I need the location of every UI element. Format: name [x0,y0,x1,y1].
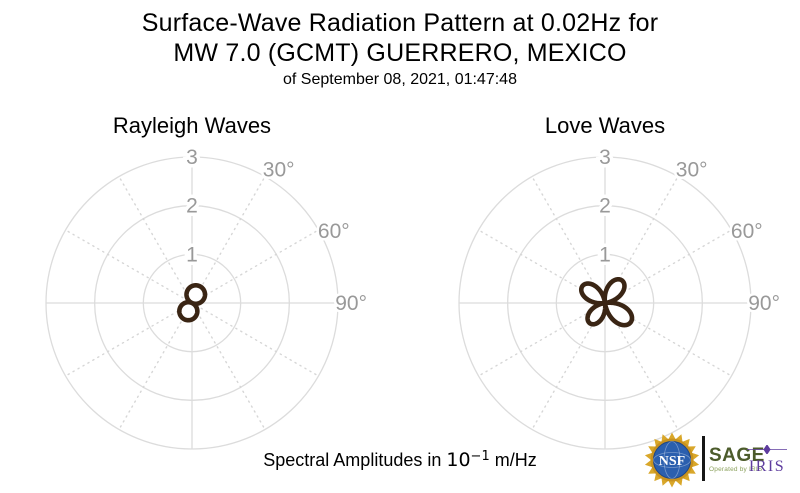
grid-spoke-30 [193,175,266,300]
rayleigh-radiation-lobes [177,283,208,323]
grid-spoke-240 [64,304,189,377]
love-radiation-lobes [578,276,635,328]
angle-label-60: 60° [731,220,763,243]
grid-spoke-330 [118,175,191,300]
grid-spoke-300 [64,229,189,302]
figure-title-block: Surface-Wave Radiation Pattern at 0.02Hz… [0,8,800,92]
caption-math-exponent: −1 [470,448,490,464]
sage-logo: SAGE Operated by IRIS [709,446,765,474]
nsf-globe [653,441,691,479]
grid-spoke-150 [193,306,266,431]
r-tick-label-2: 2 [599,195,611,218]
iris-logo: IRIS [747,442,787,475]
grid-spoke-210 [118,306,191,431]
angle-label-30: 30° [263,159,295,182]
grid-spoke-60 [608,229,733,302]
iris-compass-icon [747,444,787,455]
sage-logo-text: SAGE [709,445,765,466]
love-waves-plot: 1 2 3 30° 60° 90° [458,143,783,450]
logo-divider-bar [702,436,705,481]
r-tick-label-3: 3 [186,146,198,169]
r-tick-label-1: 1 [599,243,611,266]
angle-label-90: 90° [335,292,367,315]
love-plot-title: Love Waves [544,113,666,138]
figure-title-date: of September 08, 2021, 01:47:48 [283,71,517,88]
sage-logo-subtext: Operated by IRIS [709,466,763,473]
grid-spoke-150 [606,306,679,431]
figure-title-line1: Surface-Wave Radiation Pattern at 0.02Hz… [141,9,659,37]
r-tick-label-2: 2 [186,195,198,218]
r-tick-label-1: 1 [186,243,198,266]
nsf-logo-icon: NSF [644,432,700,488]
rayleigh-waves-plot: 1 2 3 30° 60° 90° [45,143,370,450]
caption-prefix: Spectral Amplitudes in [263,450,447,470]
grid-spoke-330 [531,175,604,300]
grid-spoke-120 [195,304,320,377]
iris-logo-text: IRIS [748,458,786,475]
caption-suffix: m/Hz [489,450,537,470]
figure-title-line2: MW 7.0 (GCMT) GUERRERO, MEXICO [173,39,627,67]
r-tick-label-3: 3 [599,146,611,169]
nsf-logo-text: NSF [659,454,685,469]
rayleigh-plot-title: Rayleigh Waves [112,113,272,138]
grid-spoke-60 [195,229,320,302]
angle-label-90: 90° [748,292,780,315]
grid-spoke-210 [531,306,604,431]
angle-label-60: 60° [318,220,350,243]
caption-math-base: 10 [446,449,471,471]
caption: Spectral Amplitudes in 10−1 m/Hz [0,448,800,472]
grid-spoke-240 [477,304,602,377]
angle-label-30: 30° [676,159,708,182]
